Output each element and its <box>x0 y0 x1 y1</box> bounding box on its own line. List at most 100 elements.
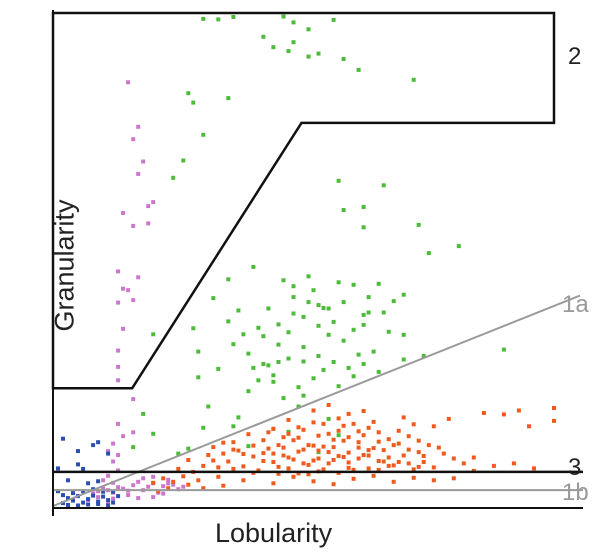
data-point <box>311 288 316 293</box>
data-point <box>371 349 376 354</box>
data-point <box>236 415 241 420</box>
data-point <box>131 483 136 488</box>
data-point <box>411 467 416 472</box>
data-point <box>351 421 356 426</box>
data-point <box>361 362 366 366</box>
data-point <box>216 366 221 371</box>
data-point <box>261 451 266 456</box>
data-point <box>341 423 346 428</box>
data-point <box>331 17 336 22</box>
data-point <box>316 456 321 461</box>
data-point <box>116 421 121 426</box>
data-point <box>131 223 136 228</box>
data-point <box>226 277 231 282</box>
data-point <box>286 455 291 460</box>
data-point <box>431 465 436 470</box>
data-point <box>346 365 351 370</box>
data-point <box>76 462 80 467</box>
data-point <box>346 460 351 465</box>
data-point <box>271 45 276 50</box>
data-point <box>221 440 226 445</box>
data-point <box>441 451 446 456</box>
data-point <box>311 458 316 463</box>
data-point <box>481 411 486 415</box>
data-point <box>251 264 256 269</box>
data-point <box>211 296 216 301</box>
data-point <box>196 375 201 380</box>
data-point <box>301 461 306 466</box>
data-point <box>131 298 136 303</box>
data-point <box>316 323 321 328</box>
data-point <box>106 503 111 508</box>
data-point <box>376 369 381 374</box>
data-point <box>166 486 171 491</box>
data-point <box>256 378 261 383</box>
data-point <box>341 338 346 343</box>
data-point <box>351 374 356 379</box>
data-point <box>116 364 121 369</box>
data-point <box>226 319 231 324</box>
data-point <box>141 159 146 164</box>
data-point <box>116 485 121 490</box>
data-point <box>286 417 291 422</box>
data-point <box>101 494 106 499</box>
x-axis-label: Lobularity <box>215 518 333 548</box>
data-point <box>261 438 266 443</box>
data-point <box>371 419 376 424</box>
gate-2 <box>51 11 556 390</box>
data-point <box>86 502 91 507</box>
data-point <box>201 16 206 21</box>
data-point <box>366 466 371 471</box>
data-point <box>346 465 351 470</box>
data-point <box>306 443 311 448</box>
data-point <box>156 489 161 494</box>
data-point <box>386 329 391 334</box>
data-point <box>326 306 331 311</box>
data-point <box>411 475 416 480</box>
data-point <box>446 416 451 421</box>
data-point <box>361 312 366 317</box>
data-point <box>331 437 336 442</box>
data-point <box>336 454 341 458</box>
data-point <box>226 96 231 101</box>
data-point <box>71 491 75 496</box>
data-point <box>401 415 406 420</box>
points-layer <box>56 14 556 508</box>
data-point <box>366 310 371 315</box>
data-point <box>391 463 396 468</box>
data-point <box>291 474 296 479</box>
data-point <box>311 408 316 413</box>
data-point <box>336 280 341 285</box>
data-point <box>226 459 231 464</box>
data-point <box>106 451 111 456</box>
data-point <box>281 278 286 283</box>
data-point <box>141 411 146 416</box>
data-point <box>301 345 306 350</box>
data-point <box>261 34 266 39</box>
data-point <box>176 466 181 471</box>
data-point <box>501 347 506 352</box>
data-point <box>206 404 211 409</box>
data-point <box>296 471 301 476</box>
data-point <box>366 453 371 458</box>
data-point <box>231 424 236 429</box>
data-point <box>146 204 151 209</box>
data-point <box>376 467 381 472</box>
data-point <box>181 158 186 163</box>
data-point <box>421 354 426 358</box>
data-point <box>416 438 421 443</box>
data-point <box>386 437 391 442</box>
data-point <box>421 454 426 458</box>
data-point <box>151 332 156 337</box>
data-point <box>76 449 80 454</box>
data-point <box>116 494 121 499</box>
data-point <box>351 327 356 332</box>
data-point <box>336 428 341 433</box>
data-point <box>406 461 411 466</box>
data-point <box>346 435 351 440</box>
data-point <box>236 448 241 453</box>
data-point <box>56 466 60 471</box>
data-point <box>552 406 556 410</box>
data-point <box>231 15 236 19</box>
data-point <box>211 445 216 450</box>
